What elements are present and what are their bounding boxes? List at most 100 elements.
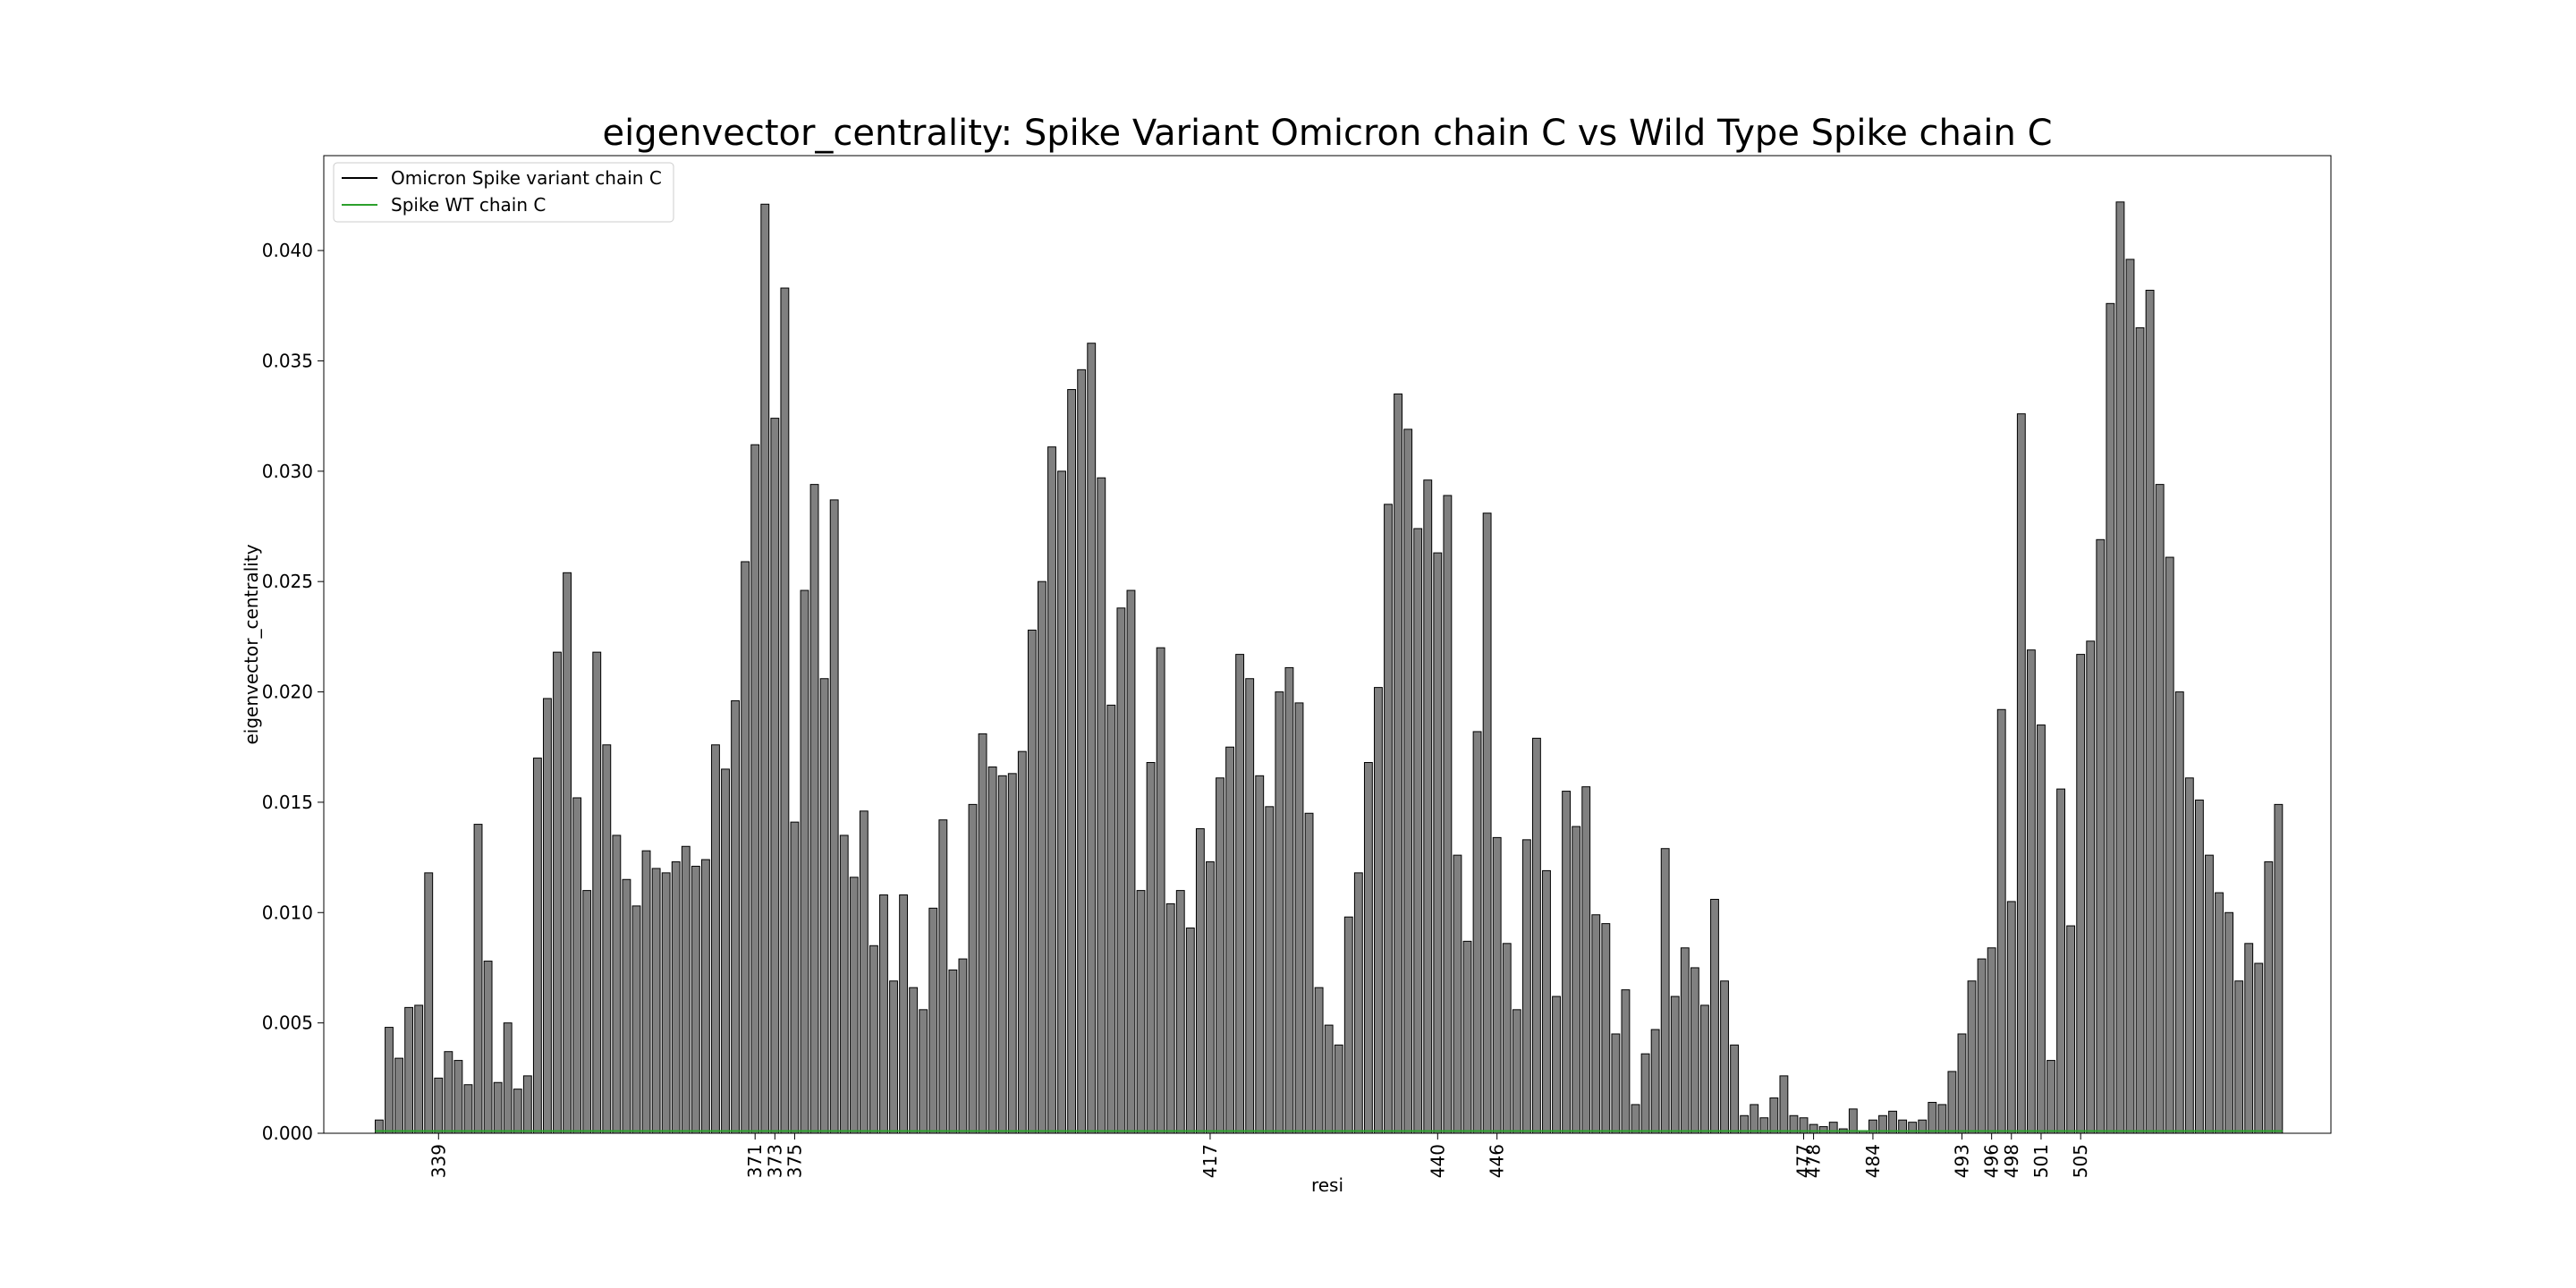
bar-352: [563, 572, 572, 1134]
bar-388: [919, 1009, 928, 1134]
bar-522: [2244, 943, 2254, 1134]
x-tick-label-496: 496: [1981, 1144, 2003, 1178]
bar-516: [2184, 777, 2194, 1134]
bar-408: [1116, 607, 1126, 1134]
bar-456: [1591, 914, 1601, 1134]
bar-410: [1136, 890, 1146, 1134]
bar-380: [839, 835, 849, 1134]
bar-427: [1304, 812, 1314, 1134]
y-axis: 0.000 0.005 0.010 0.015 0.020 0.025 0.030 0.035…: [262, 240, 324, 1144]
bar-371: [750, 444, 760, 1134]
bar-389: [928, 907, 938, 1134]
bar-505: [2076, 654, 2086, 1134]
bar-361: [651, 868, 661, 1134]
bar-409: [1126, 589, 1136, 1134]
bar-457: [1601, 923, 1611, 1134]
bar-425: [1284, 666, 1294, 1134]
bar-364: [681, 845, 691, 1134]
bar-430: [1334, 1044, 1343, 1134]
bar-492: [1947, 1071, 1957, 1134]
bar-334: [385, 1027, 394, 1134]
bar-470: [1730, 1044, 1740, 1134]
bar-387: [909, 987, 919, 1134]
bar-396: [997, 775, 1007, 1134]
bar-415: [1185, 928, 1195, 1134]
bar-508: [2106, 302, 2115, 1134]
bar-377: [809, 484, 819, 1134]
bar-357: [612, 835, 622, 1134]
bar-479: [1818, 1126, 1828, 1134]
bar-434: [1374, 687, 1383, 1134]
x-tick-label-417: 417: [1199, 1144, 1221, 1178]
bar-506: [2086, 640, 2096, 1134]
bars-layer: [375, 201, 2284, 1134]
bar-338: [424, 872, 434, 1134]
bar-441: [1443, 495, 1453, 1134]
bar-359: [631, 905, 641, 1134]
bar-495: [1977, 958, 1987, 1134]
x-tick-label-477: 477: [1793, 1144, 1815, 1178]
bar-449: [1521, 839, 1531, 1134]
bar-355: [592, 651, 602, 1134]
bar-437: [1403, 428, 1413, 1134]
x-tick-label-493: 493: [1951, 1144, 1972, 1178]
x-tick-label-498: 498: [2001, 1144, 2022, 1178]
bar-414: [1175, 890, 1185, 1134]
y-tick-label: 0.030: [262, 461, 313, 482]
y-tick-label: 0.005: [262, 1013, 313, 1034]
bar-420: [1235, 654, 1245, 1134]
y-axis-label: eigenvector_centrality: [241, 544, 262, 744]
bar-454: [1572, 826, 1581, 1134]
bar-507: [2096, 538, 2106, 1134]
bar-411: [1146, 762, 1156, 1134]
bar-450: [1531, 737, 1541, 1134]
bar-499: [2016, 413, 2026, 1134]
bar-498: [2006, 901, 2016, 1134]
bar-342: [463, 1084, 473, 1134]
bar-521: [2234, 980, 2244, 1134]
bar-403: [1067, 389, 1077, 1134]
x-tick-label-446: 446: [1487, 1144, 1508, 1178]
bar-358: [622, 878, 631, 1134]
bar-372: [760, 203, 770, 1134]
bar-345: [493, 1081, 503, 1134]
bar-390: [938, 819, 948, 1134]
bar-368: [721, 768, 730, 1134]
bar-346: [503, 1022, 513, 1134]
bar-439: [1423, 479, 1433, 1134]
bar-520: [2224, 911, 2234, 1134]
bar-419: [1225, 746, 1234, 1134]
bar-406: [1097, 477, 1106, 1134]
bar-347: [513, 1089, 522, 1134]
plot-frame: [323, 155, 2332, 1134]
bar-351: [553, 651, 562, 1134]
x-axis-label: resi: [1311, 1174, 1343, 1196]
bar-465: [1680, 947, 1690, 1134]
bar-504: [2066, 925, 2076, 1134]
bar-394: [978, 733, 987, 1134]
bar-496: [1987, 947, 1996, 1134]
y-tick-label: 0.035: [262, 350, 313, 371]
bar-491: [1937, 1104, 1947, 1134]
bar-398: [1017, 750, 1027, 1134]
bar-518: [2205, 854, 2214, 1134]
bar-431: [1343, 916, 1353, 1134]
bar-519: [2215, 892, 2224, 1134]
bar-395: [987, 766, 997, 1134]
bar-438: [1413, 528, 1423, 1134]
bar-442: [1453, 854, 1462, 1134]
bar-412: [1156, 647, 1165, 1134]
bar-365: [691, 865, 700, 1134]
bar-367: [711, 744, 720, 1134]
bar-513: [2155, 484, 2165, 1134]
bar-446: [1492, 836, 1502, 1134]
bar-464: [1670, 996, 1680, 1134]
bar-378: [819, 678, 829, 1134]
bar-432: [1353, 872, 1363, 1134]
bar-421: [1245, 678, 1255, 1134]
bar-461: [1640, 1053, 1650, 1134]
bar-467: [1700, 1004, 1709, 1134]
bar-348: [522, 1075, 532, 1134]
bar-417: [1206, 861, 1215, 1134]
bar-366: [700, 859, 710, 1134]
